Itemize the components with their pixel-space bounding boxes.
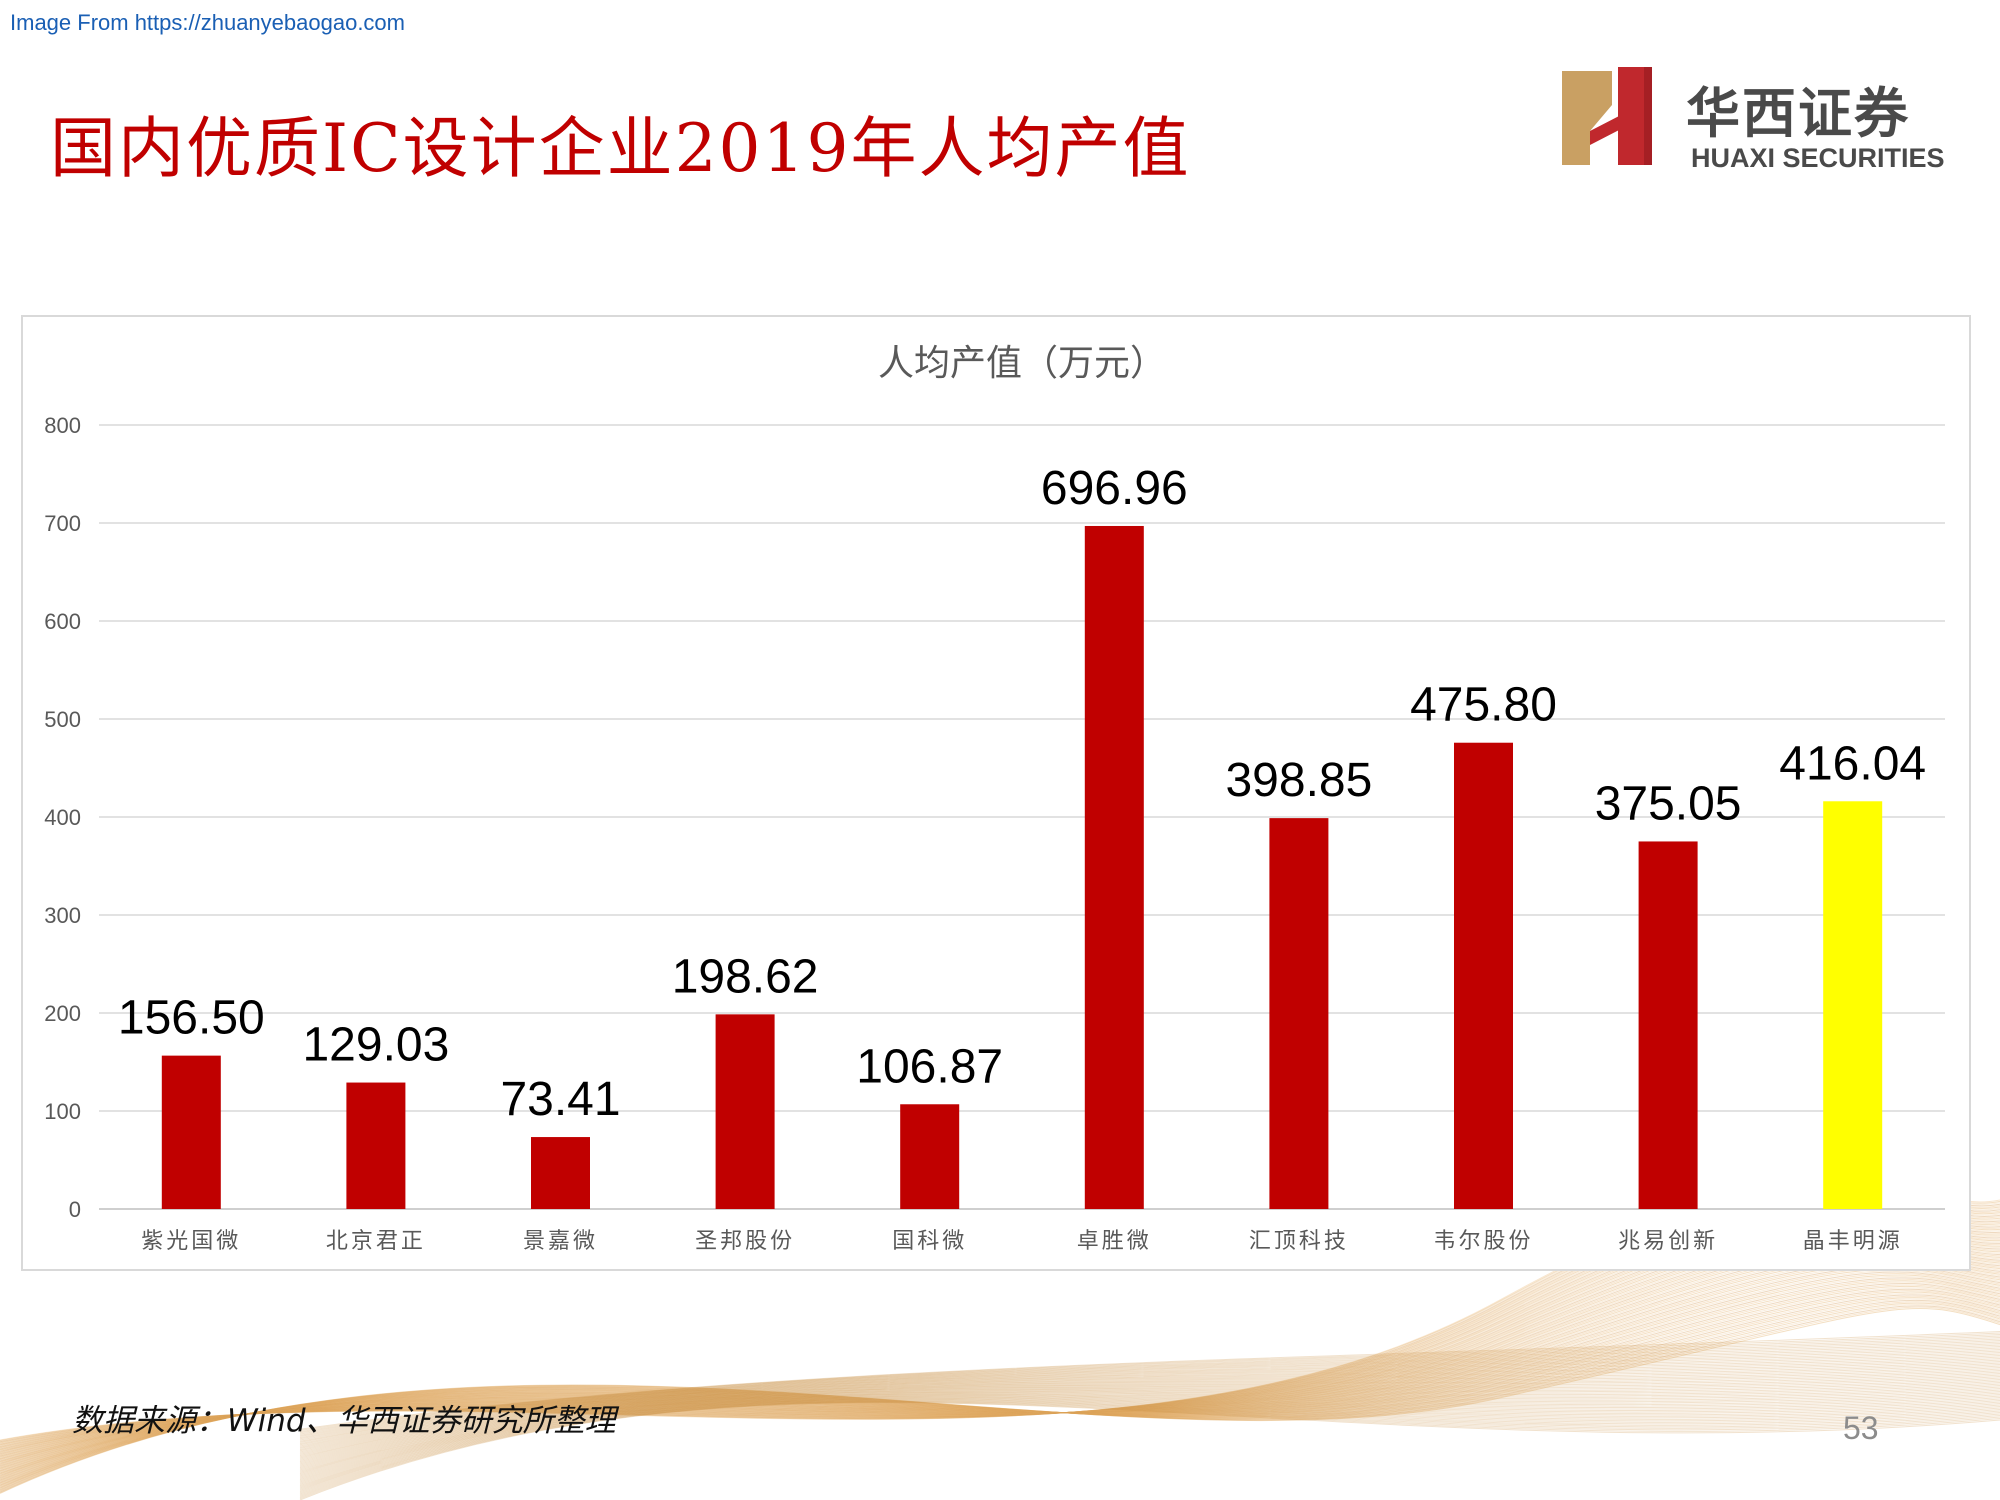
bar [531,1137,590,1209]
bar-chart: 人均产值（万元） 0 100 200 300 400 500 600 700 800 156.50 紫… [44,343,1945,1254]
y-tick-label: 500 [44,707,81,732]
x-tick-label: 北京君正 [326,1229,426,1254]
data-label: 156.50 [118,992,265,1045]
x-tick-label: 圣邦股份 [695,1229,795,1254]
bar [1638,841,1698,1209]
data-label: 375.05 [1595,777,1742,830]
data-label: 73.41 [500,1073,620,1126]
source-note: 数据来源：Wind、华西证券研究所整理 [72,1403,616,1439]
data-label: 475.80 [1410,679,1557,732]
y-tick-label: 100 [44,1099,81,1124]
bar [346,1082,406,1209]
y-tick-label: 600 [44,609,81,634]
data-label: 106.87 [856,1040,1003,1093]
page-number: 53 [1843,1410,1879,1446]
x-tick-label: 兆易创新 [1618,1229,1718,1254]
data-label: 696.96 [1041,462,1188,515]
x-tick-label: 紫光国微 [141,1229,241,1254]
data-label: 198.62 [672,950,819,1003]
bar [715,1014,775,1209]
y-tick-label: 400 [44,805,81,830]
logo-name-en: HUAXI SECURITIES [1691,143,1945,173]
x-tick-label: 韦尔股份 [1433,1229,1533,1254]
slide-title: 国内优质IC设计企业2019年人均产值 [50,110,1191,187]
x-tick-label: 景嘉微 [523,1229,598,1254]
chart-frame: 人均产值（万元） 0 100 200 300 400 500 600 700 800 156.50 紫… [21,315,1971,1271]
x-tick-label: 卓胜微 [1077,1229,1152,1254]
x-tick-label: 国科微 [892,1229,967,1254]
x-tick-label: 晶丰明源 [1803,1229,1903,1254]
data-label: 129.03 [302,1019,449,1072]
bar [1454,742,1513,1209]
y-tick-label: 0 [69,1197,81,1222]
x-tick-label: 汇顶科技 [1249,1229,1349,1254]
y-tick-label: 700 [44,511,81,536]
bar [1269,818,1329,1209]
logo-name-cn: 华西证券 [1686,81,1910,145]
bar [900,1104,960,1209]
chart-title: 人均产值（万元） [878,343,1166,384]
y-tick-label: 200 [44,1001,81,1026]
y-tick-label: 800 [44,413,81,438]
source-link[interactable]: Image From https://zhuanyebaogao.com [10,10,405,35]
bar [161,1055,221,1209]
data-label: 416.04 [1779,737,1926,790]
data-label: 398.85 [1225,754,1372,807]
y-tick-label: 300 [44,903,81,928]
bar [1084,525,1144,1209]
bar [1823,801,1883,1209]
huaxi-logo: 华西证券 HUAXI SECURITIES [1560,65,1960,185]
huaxi-logo-mark-icon [1562,67,1652,165]
decorative-wave-background [0,1180,2000,1500]
